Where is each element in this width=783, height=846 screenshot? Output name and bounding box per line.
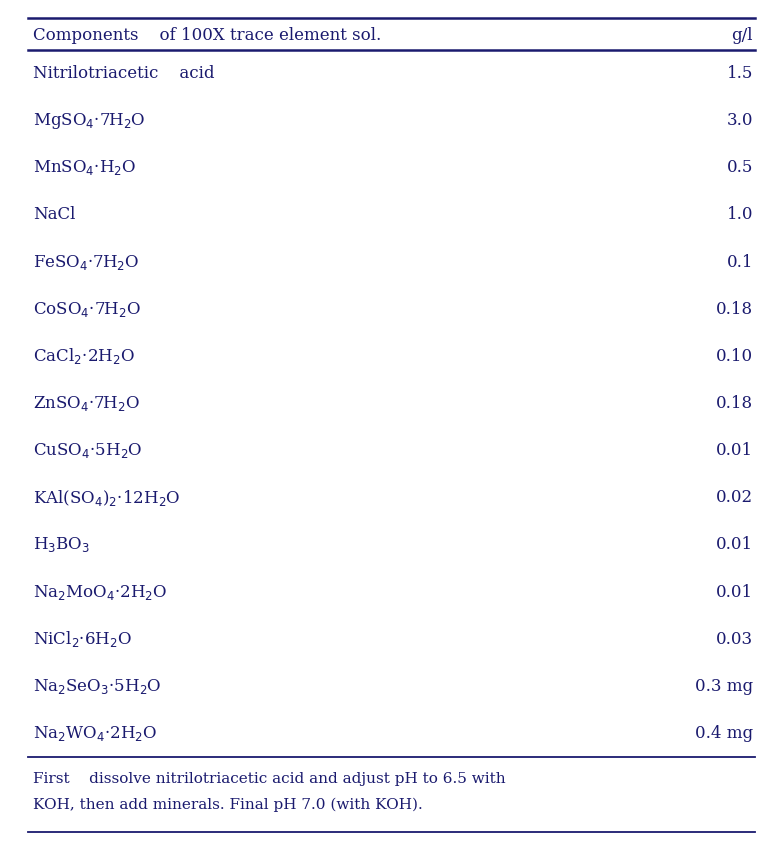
Text: H$_3$BO$_3$: H$_3$BO$_3$ bbox=[33, 536, 90, 554]
Text: CuSO$_4$·5H$_2$O: CuSO$_4$·5H$_2$O bbox=[33, 441, 143, 460]
Text: 0.01: 0.01 bbox=[716, 584, 753, 601]
Text: 0.18: 0.18 bbox=[716, 395, 753, 412]
Text: 0.4 mg: 0.4 mg bbox=[695, 725, 753, 742]
Text: 0.3 mg: 0.3 mg bbox=[695, 678, 753, 695]
Text: 3.0: 3.0 bbox=[727, 113, 753, 129]
Text: 0.10: 0.10 bbox=[716, 348, 753, 365]
Text: g/l: g/l bbox=[731, 26, 753, 43]
Text: FeSO$_4$·7H$_2$O: FeSO$_4$·7H$_2$O bbox=[33, 253, 139, 272]
Text: 0.5: 0.5 bbox=[727, 159, 753, 176]
Text: Na$_2$SeO$_3$·5H$_2$O: Na$_2$SeO$_3$·5H$_2$O bbox=[33, 677, 161, 695]
Text: 0.01: 0.01 bbox=[716, 536, 753, 553]
Text: First    dissolve nitrilotriacetic acid and adjust pH to 6.5 with: First dissolve nitrilotriacetic acid and… bbox=[33, 772, 506, 786]
Text: MnSO$_4$·H$_2$O: MnSO$_4$·H$_2$O bbox=[33, 158, 136, 178]
Text: 0.18: 0.18 bbox=[716, 300, 753, 318]
Text: Na$_2$MoO$_4$·2H$_2$O: Na$_2$MoO$_4$·2H$_2$O bbox=[33, 583, 168, 602]
Text: 1.0: 1.0 bbox=[727, 206, 753, 223]
Text: CaCl$_2$·2H$_2$O: CaCl$_2$·2H$_2$O bbox=[33, 346, 135, 366]
Text: ZnSO$_4$·7H$_2$O: ZnSO$_4$·7H$_2$O bbox=[33, 394, 140, 413]
Text: 1.5: 1.5 bbox=[727, 65, 753, 82]
Text: Nitrilotriacetic    acid: Nitrilotriacetic acid bbox=[33, 65, 215, 82]
Text: NiCl$_2$·6H$_2$O: NiCl$_2$·6H$_2$O bbox=[33, 629, 132, 649]
Text: CoSO$_4$·7H$_2$O: CoSO$_4$·7H$_2$O bbox=[33, 299, 141, 319]
Text: MgSO$_4$·7H$_2$O: MgSO$_4$·7H$_2$O bbox=[33, 111, 146, 130]
Text: 0.1: 0.1 bbox=[727, 254, 753, 271]
Text: Components    of 100X trace element sol.: Components of 100X trace element sol. bbox=[33, 26, 381, 43]
Text: NaCl: NaCl bbox=[33, 206, 75, 223]
Text: 0.01: 0.01 bbox=[716, 442, 753, 459]
Text: Na$_2$WO$_4$·2H$_2$O: Na$_2$WO$_4$·2H$_2$O bbox=[33, 724, 157, 743]
Text: KOH, then add minerals. Final pH 7.0 (with KOH).: KOH, then add minerals. Final pH 7.0 (wi… bbox=[33, 798, 423, 812]
Text: 0.02: 0.02 bbox=[716, 489, 753, 506]
Text: KAl(SO$_4$)$_2$·12H$_2$O: KAl(SO$_4$)$_2$·12H$_2$O bbox=[33, 488, 181, 508]
Text: 0.03: 0.03 bbox=[716, 630, 753, 648]
